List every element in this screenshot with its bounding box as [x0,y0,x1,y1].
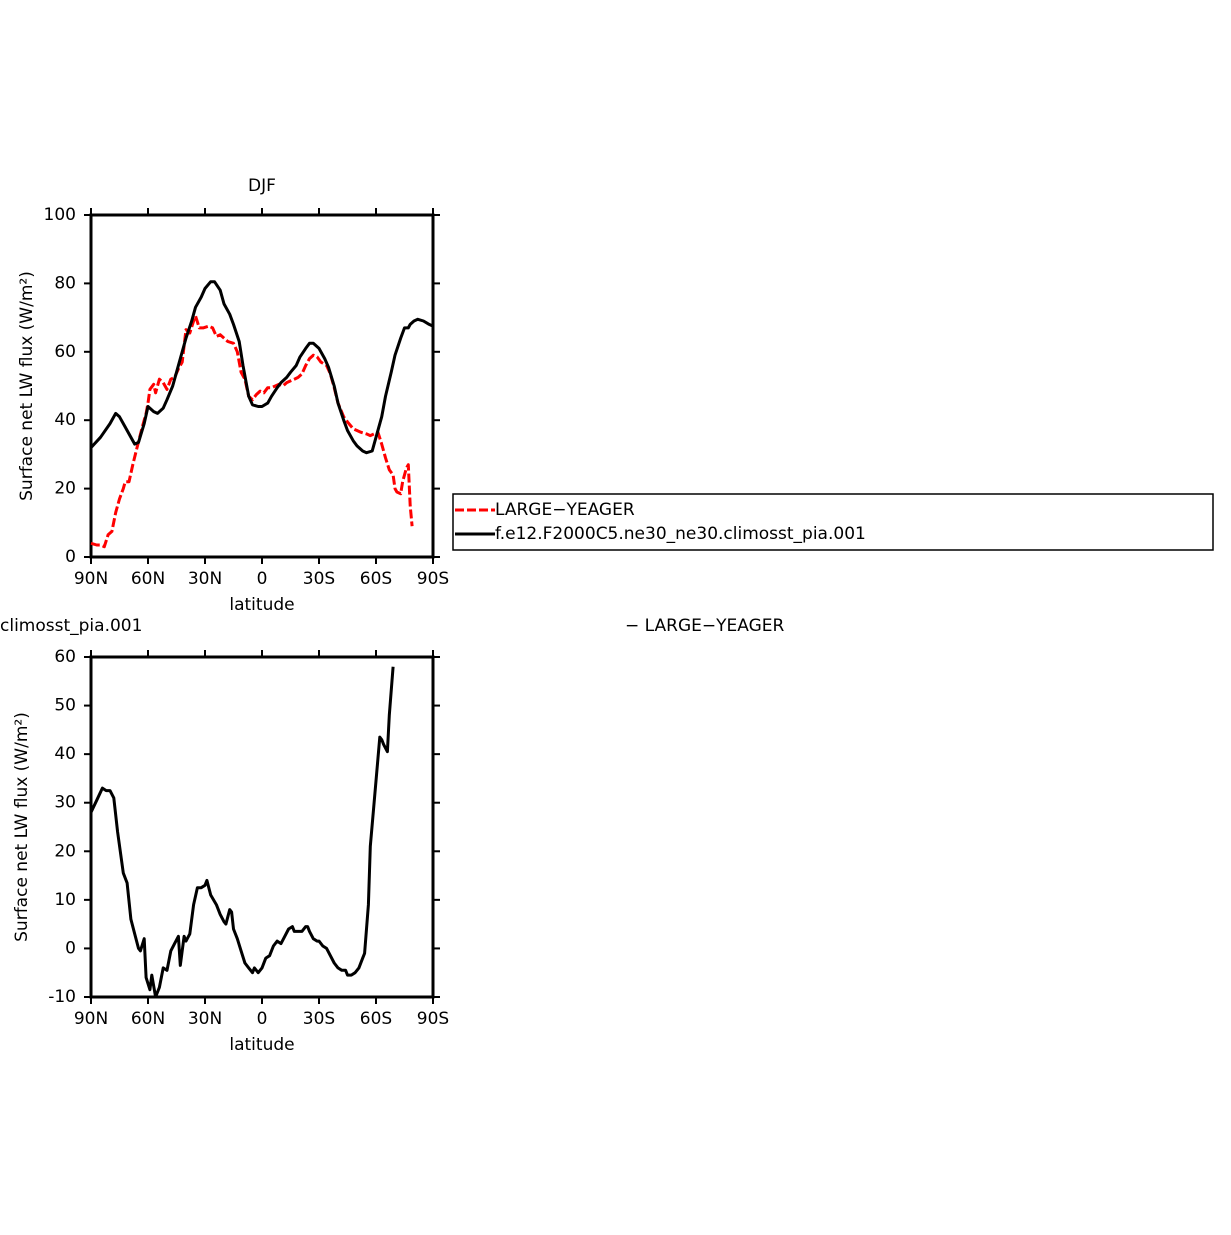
y-tick-label: 100 [44,205,76,225]
data-line [90,314,414,549]
y-tick-label: -10 [48,987,76,1007]
y-tick-label: 80 [54,273,76,293]
x-tick-label: 90N [74,569,108,589]
data-line [89,280,434,455]
plot-frame [89,213,435,559]
x-tick-label: 60S [360,569,392,589]
x-tick-label: 30S [303,569,335,589]
x-axis-label: latitude [229,595,294,615]
chart-title-fragment: climosst_pia.001 [0,616,142,636]
x-tick-label: 60N [131,569,165,589]
x-axis-label: latitude [229,1035,294,1055]
x-tick-label: 90N [74,1009,108,1029]
x-tick-label: 90S [417,569,449,589]
x-tick-label: 0 [257,1009,268,1029]
y-tick-label: 0 [65,938,76,958]
y-tick-label: 40 [54,744,76,764]
x-tick-label: 0 [257,569,268,589]
legend-label: LARGE−YEAGER [495,500,635,520]
y-axis-label: Surface net LW flux (W/m²) [12,712,32,942]
y-axis-label: Surface net LW flux (W/m²) [17,271,37,501]
legend-label: f.e12.F2000C5.ne30_ne30.climosst_pia.001 [495,524,866,544]
x-tick-label: 60N [131,1009,165,1029]
x-tick-label: 30N [188,569,222,589]
y-tick-label: 20 [54,841,76,861]
y-tick-label: 30 [54,793,76,813]
x-tick-label: 30N [188,1009,222,1029]
chart-title-fragment: − LARGE−YEAGER [625,616,784,636]
y-tick-label: 20 [54,479,76,499]
y-tick-label: 50 [54,696,76,716]
y-tick-label: 60 [54,342,76,362]
y-tick-label: 0 [65,547,76,567]
plot-frame [89,655,435,999]
x-tick-label: 90S [417,1009,449,1029]
chart-title: DJF [248,176,276,196]
data-line [89,666,395,999]
x-tick-label: 60S [360,1009,392,1029]
x-tick-label: 30S [303,1009,335,1029]
y-tick-label: 40 [54,410,76,430]
y-tick-label: 10 [54,890,76,910]
legend-box [452,493,1214,551]
y-tick-label: 60 [54,647,76,667]
